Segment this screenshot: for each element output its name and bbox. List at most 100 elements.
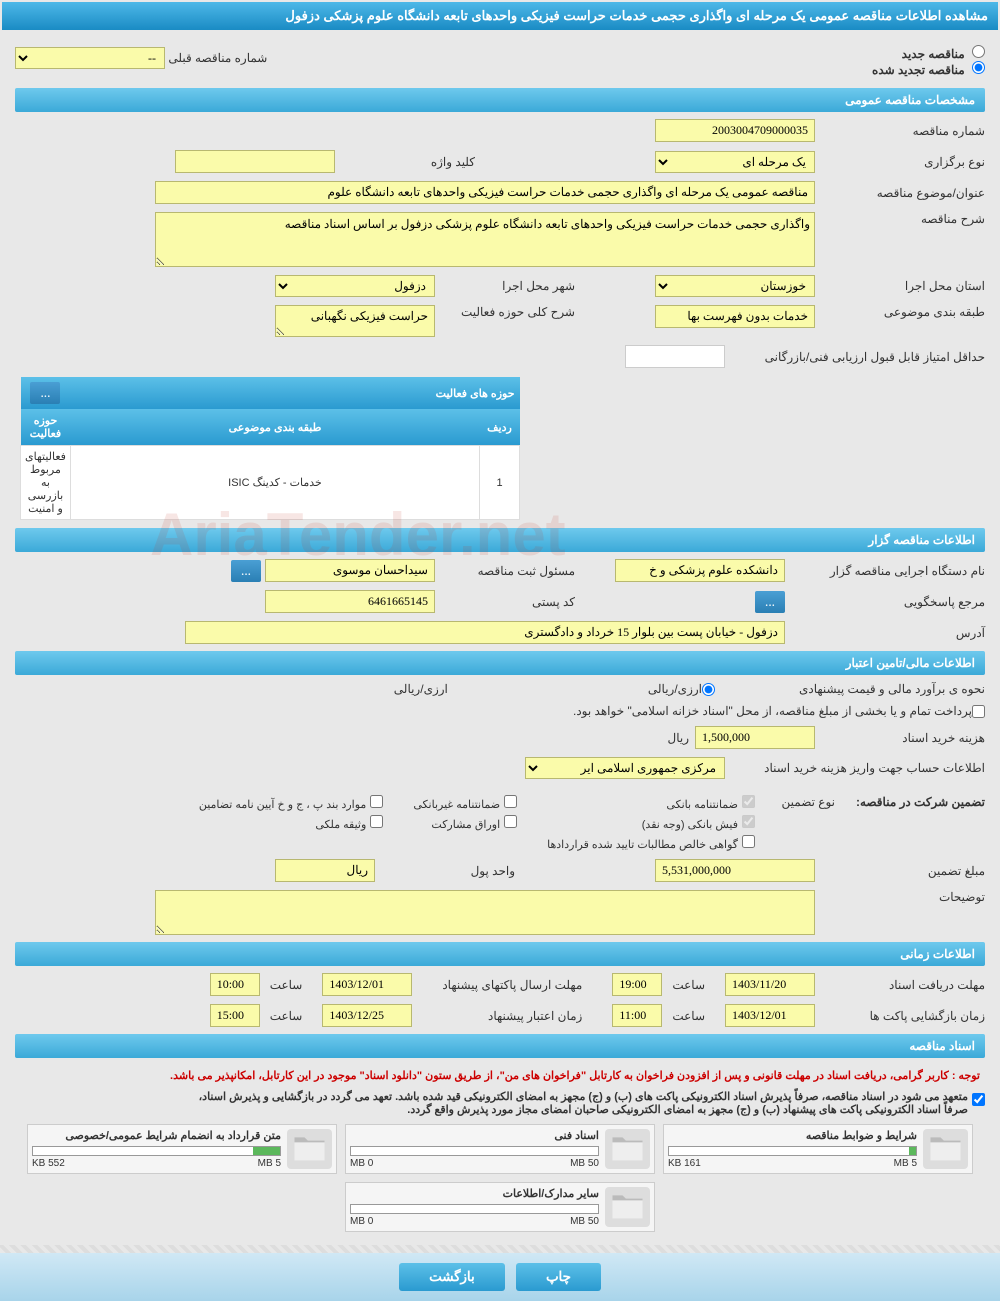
guarantee-amount-label: مبلغ تضمین (815, 864, 985, 878)
notes-textarea[interactable] (155, 890, 815, 935)
desc-label: شرح مناقصه (815, 212, 985, 226)
file-box[interactable]: شرایط و ضوابط مناقصه 5 MB 161 KB (663, 1124, 973, 1174)
opening-label: زمان بازگشایی پاکت ها (815, 1009, 985, 1023)
field-textarea[interactable]: حراست فیزیکی نگهبانی (275, 305, 435, 337)
file-bar (350, 1204, 599, 1214)
file-title: متن قرارداد به انضمام شرایط عمومی/خصوصی (32, 1129, 281, 1142)
desc-textarea[interactable]: واگذاری حجمی خدمات حراست فیزیکی واحدهای … (155, 212, 815, 267)
page-title: مشاهده اطلاعات مناقصه عمومی یک مرحله ای … (2, 2, 998, 30)
envelope-time[interactable] (210, 973, 260, 996)
rial-1: ریال (667, 731, 689, 745)
radio-renewed-label: مناقصه تجدید شده (872, 63, 965, 77)
registrar-label: مسئول ثبت مناقصه (435, 564, 575, 578)
radio-new-label: مناقصه جدید (902, 47, 965, 61)
file-title: اسناد فنی (350, 1129, 599, 1142)
radio-renewed-input[interactable] (972, 61, 985, 74)
file-bar (350, 1146, 599, 1156)
file-box[interactable]: متن قرارداد به انضمام شرایط عمومی/خصوصی … (27, 1124, 337, 1174)
col-field: حوزه فعالیت (21, 409, 71, 446)
section-time: اطلاعات زمانی (15, 942, 985, 966)
type-select[interactable]: یک مرحله ای (655, 151, 815, 173)
registrar-more-button[interactable]: ... (231, 560, 261, 582)
section-general: مشخصات مناقصه عمومی (15, 88, 985, 112)
min-score-input[interactable] (625, 345, 725, 368)
radio-new-input[interactable] (972, 45, 985, 58)
doc-cost-input[interactable] (695, 726, 815, 749)
title-input[interactable] (155, 181, 815, 204)
cb-property[interactable] (370, 815, 383, 828)
cb-nonbank[interactable] (504, 795, 517, 808)
postcode-input[interactable] (265, 590, 435, 613)
back-button[interactable]: بازگشت (399, 1263, 505, 1291)
tender-no-input[interactable] (655, 119, 815, 142)
method-radio[interactable] (702, 683, 715, 696)
file-total: 50 MB (570, 1158, 599, 1169)
treasury-note: پرداخت تمام و یا بخشی از مبلغ مناقصه، از… (573, 704, 972, 718)
file-total: 50 MB (570, 1216, 599, 1227)
org-input[interactable] (615, 559, 785, 582)
print-button[interactable]: چاپ (516, 1263, 601, 1291)
keyword-input[interactable] (175, 150, 335, 173)
notes-label: توضیحات (815, 890, 985, 904)
file-total: 5 MB (894, 1158, 917, 1169)
validity-time[interactable] (210, 1004, 260, 1027)
doc-deadline-time[interactable] (612, 973, 662, 996)
doc-deadline-date[interactable] (725, 973, 815, 996)
time-label-2: ساعت (270, 978, 303, 992)
file-title: سایر مدارک/اطلاعات (350, 1187, 599, 1200)
city-label: شهر محل اجرا (435, 279, 575, 293)
file-bar (668, 1146, 917, 1156)
red-notice: توجه : کاربر گرامی، دریافت اسناد در مهلت… (15, 1061, 985, 1090)
file-bar (32, 1146, 281, 1156)
section-docs: اسناد مناقصه (15, 1034, 985, 1058)
prev-tender-select[interactable]: -- (15, 47, 165, 69)
file-box[interactable]: اسناد فنی 50 MB 0 MB (345, 1124, 655, 1174)
guarantee-header: تضمین شرکت در مناقصه: (835, 795, 985, 809)
folder-icon (605, 1129, 650, 1169)
file-total: 5 MB (258, 1158, 281, 1169)
prev-tender-label: شماره مناقصه قبلی (168, 51, 267, 65)
section-financial: اطلاعات مالی/تامین اعتبار (15, 651, 985, 675)
account-label: اطلاعات حساب جهت واریز هزینه خرید اسناد (725, 761, 985, 775)
opening-date[interactable] (725, 1004, 815, 1027)
org-label: نام دستگاه اجرایی مناقصه گزار (785, 564, 985, 578)
category-input[interactable] (655, 305, 815, 328)
commitment-checkbox[interactable] (972, 1093, 985, 1106)
cb-bonds[interactable] (504, 815, 517, 828)
file-title: شرایط و ضوابط مناقصه (668, 1129, 917, 1142)
response-button[interactable]: ... (755, 591, 785, 613)
method-value: ارزی/ریالی (648, 682, 702, 696)
file-used: 0 MB (350, 1216, 373, 1227)
currency-input[interactable] (275, 859, 375, 882)
doc-cost-label: هزینه خرید اسناد (815, 731, 985, 745)
category-label: طبقه بندی موضوعی (815, 305, 985, 319)
file-used: 0 MB (350, 1158, 373, 1169)
validity-date[interactable] (322, 1004, 412, 1027)
cb-cash[interactable] (742, 815, 755, 828)
cb-bank[interactable] (742, 795, 755, 808)
folder-icon (923, 1129, 968, 1169)
province-select[interactable]: خوزستان (655, 275, 815, 297)
cb-clause[interactable] (370, 795, 383, 808)
registrar-input[interactable] (265, 559, 435, 582)
treasury-checkbox[interactable] (972, 705, 985, 718)
account-select[interactable]: مرکزی جمهوری اسلامی ایر (525, 757, 725, 779)
black-notice-1: متعهد می شود در اسناد مناقصه، صرفاً پذیر… (199, 1090, 968, 1103)
activity-more-button[interactable]: ... (30, 382, 60, 404)
currency-label: واحد پول (375, 864, 515, 878)
section-holder: اطلاعات مناقصه گزار (15, 528, 985, 552)
time-label-4: ساعت (270, 1009, 303, 1023)
envelope-date[interactable] (322, 973, 412, 996)
file-used: 161 KB (668, 1158, 701, 1169)
guarantee-amount-input[interactable] (655, 859, 815, 882)
keyword-label: کلید واژه (335, 155, 475, 169)
opening-time[interactable] (612, 1004, 662, 1027)
tender-no-label: شماره مناقصه (815, 124, 985, 138)
folder-icon (287, 1129, 332, 1169)
time-label-1: ساعت (672, 978, 705, 992)
cb-cert[interactable] (742, 835, 755, 848)
min-score-label: حداقل امتیاز قابل قبول ارزیابی فنی/بازرگ… (725, 350, 985, 364)
city-select[interactable]: دزفول (275, 275, 435, 297)
address-input[interactable] (185, 621, 785, 644)
col-row: ردیف (480, 409, 520, 446)
